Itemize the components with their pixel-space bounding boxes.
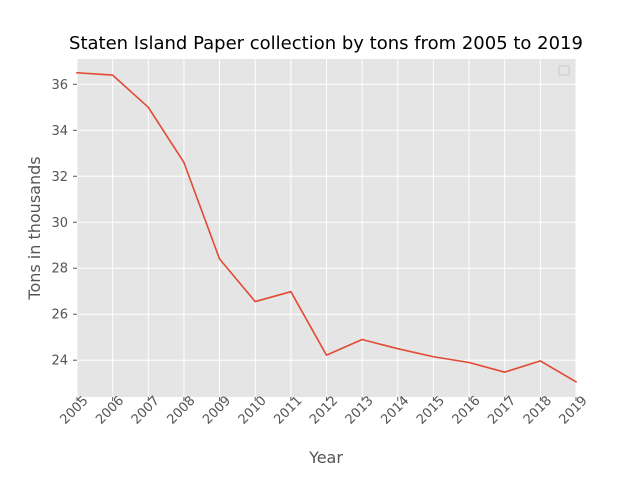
y-axis-label: Tons in thousands <box>25 156 44 300</box>
x-tick-label: 2011 <box>271 394 305 428</box>
x-tick-label: 2017 <box>485 394 519 428</box>
x-tick-label: 2008 <box>164 394 198 428</box>
x-tick-label: 2019 <box>557 394 591 428</box>
data-series <box>76 71 578 383</box>
x-tick-label: 2012 <box>307 394 341 428</box>
grid-lines <box>76 59 577 397</box>
series-line <box>76 71 578 383</box>
y-tick-label: 34 <box>51 124 68 139</box>
legend-box <box>558 65 570 76</box>
y-tick-label: 24 <box>51 354 68 369</box>
y-tick-label: 30 <box>51 216 68 231</box>
y-tick-label: 36 <box>51 78 68 93</box>
x-tick-label: 2006 <box>93 394 127 428</box>
x-tick-label: 2015 <box>414 394 448 428</box>
x-tick-label: 2013 <box>343 394 377 428</box>
x-tick-label: 2018 <box>521 394 555 428</box>
y-tick-label: 32 <box>51 170 68 185</box>
y-tick-label: 28 <box>51 262 68 277</box>
x-tick-label: 2007 <box>129 394 163 428</box>
y-tick-label: 26 <box>51 308 68 323</box>
x-tick-label: 2014 <box>378 394 412 428</box>
x-tick-label: 2005 <box>58 394 92 428</box>
x-axis-label: Year <box>308 448 343 467</box>
x-tick-label: 2010 <box>236 394 270 428</box>
x-tick-label: 2009 <box>200 394 234 428</box>
legend <box>558 65 570 76</box>
chart-title: Staten Island Paper collection by tons f… <box>69 33 583 54</box>
x-tick-label: 2016 <box>450 394 484 428</box>
